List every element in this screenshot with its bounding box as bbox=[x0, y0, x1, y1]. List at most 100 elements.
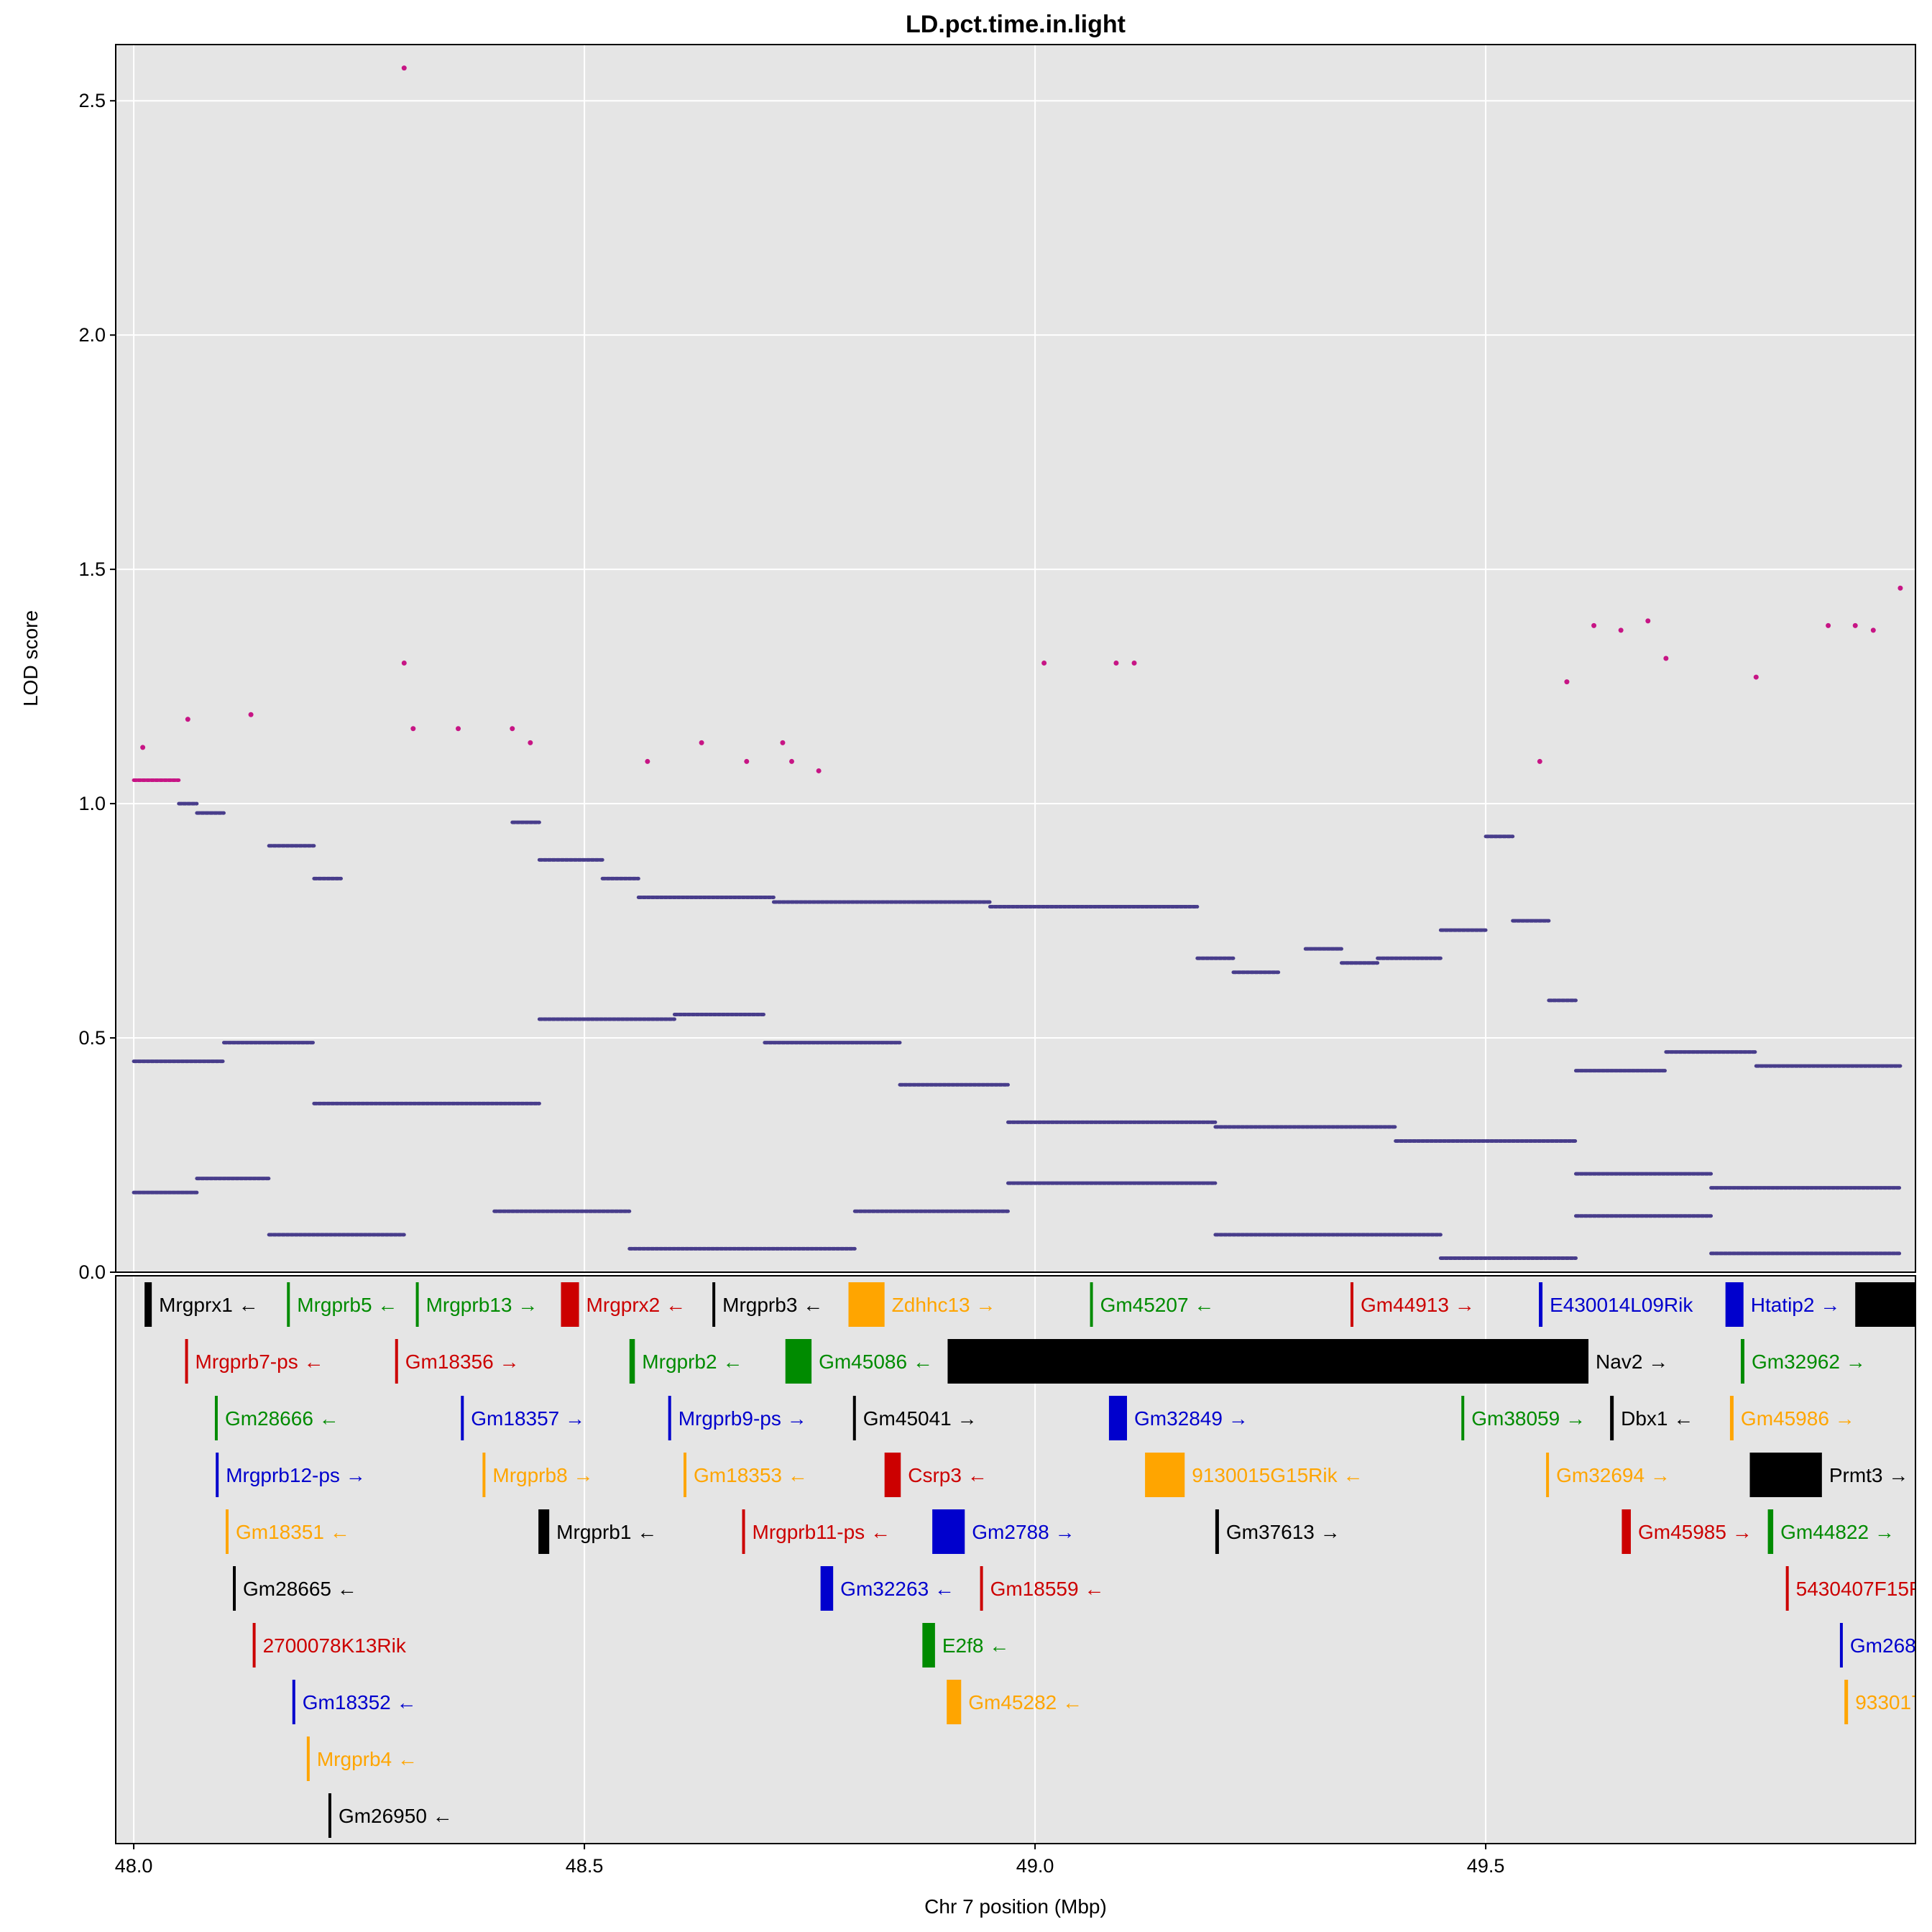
gene-bar bbox=[1539, 1282, 1543, 1327]
gene-label: Gm28665 ← bbox=[243, 1578, 357, 1600]
gene-label: Mrgprb9-ps → bbox=[678, 1407, 807, 1430]
gene-bar bbox=[884, 1453, 901, 1497]
gene-bar bbox=[1215, 1509, 1219, 1554]
gene-bar bbox=[252, 1623, 256, 1668]
lod-point bbox=[1591, 622, 1597, 628]
gene-bar bbox=[1839, 1623, 1843, 1668]
x-tick-label: 48.0 bbox=[115, 1855, 153, 1877]
gene-label: Gm45986 → bbox=[1741, 1407, 1855, 1430]
lod-point bbox=[401, 661, 407, 666]
gene-bar bbox=[1844, 1680, 1849, 1724]
gene-bar bbox=[538, 1509, 550, 1554]
gene-bar bbox=[1767, 1509, 1774, 1554]
lod-point bbox=[1041, 661, 1047, 666]
gene-label: Gm45985 → bbox=[1638, 1521, 1752, 1543]
gene-label: Zdhhc13 → bbox=[892, 1294, 996, 1316]
gene-bar bbox=[629, 1339, 635, 1384]
gene-label: Gm26850 bbox=[1850, 1634, 1932, 1657]
lod-point bbox=[744, 758, 750, 764]
gene-label: Mrgprb1 ← bbox=[556, 1521, 657, 1543]
gene-label: Mrgprb4 ← bbox=[317, 1748, 418, 1770]
gene-label: Gm32849 → bbox=[1134, 1407, 1248, 1430]
gene-label: Mrgprb2 ← bbox=[642, 1351, 742, 1373]
lod-panel bbox=[115, 44, 1921, 1273]
gene-label: Mrgprb5 ← bbox=[297, 1294, 397, 1316]
lod-point bbox=[510, 726, 515, 732]
gene-label: Mrgprx2 ← bbox=[586, 1294, 686, 1316]
gene-label: Gm32962 → bbox=[1752, 1351, 1866, 1373]
lod-point bbox=[185, 717, 190, 722]
gene-bar bbox=[1610, 1396, 1614, 1440]
gene-bar bbox=[668, 1396, 671, 1440]
gene-bar bbox=[287, 1282, 290, 1327]
gene-bar bbox=[328, 1793, 331, 1838]
gene-bar bbox=[306, 1736, 310, 1781]
gene-label: Gm26950 ← bbox=[339, 1805, 453, 1827]
x-axis-ticks: 48.0 48.5 49.0 49.5 bbox=[115, 1844, 1505, 1877]
gene-label: Gm18353 ← bbox=[694, 1464, 808, 1486]
gene-label: Gm28666 ← bbox=[225, 1407, 339, 1430]
gene-label: Gm32694 → bbox=[1556, 1464, 1670, 1486]
gene-label: Gm18357 → bbox=[471, 1407, 585, 1430]
gene-bar bbox=[785, 1339, 812, 1384]
gene-label: Mrgprb11-ps ← bbox=[753, 1521, 891, 1543]
gene-label: Mrgprb12-ps → bbox=[226, 1464, 366, 1486]
y-tick-label: 2.0 bbox=[78, 324, 106, 346]
gene-label: Gm45282 ← bbox=[968, 1691, 1082, 1714]
gene-bar bbox=[1729, 1396, 1734, 1440]
gene-bar bbox=[216, 1453, 219, 1497]
lod-point bbox=[645, 758, 650, 764]
y-tick-label: 1.5 bbox=[78, 558, 106, 580]
lod-point bbox=[1826, 622, 1831, 628]
gene-track: Mrgprx1 ← Mrgprb5 ← Mrgprb13 → Mrgprx2 ← Mrg… bbox=[144, 1282, 1932, 1838]
lod-point bbox=[528, 740, 533, 745]
gene-bar bbox=[561, 1282, 579, 1327]
gene-bar bbox=[1546, 1453, 1550, 1497]
gene-label: Gm37613 → bbox=[1226, 1521, 1340, 1543]
gene-label: Gm45041 → bbox=[863, 1407, 978, 1430]
gene-bar bbox=[1090, 1282, 1093, 1327]
chart-title: LD.pct.time.in.light bbox=[906, 11, 1126, 38]
gene-label: Gm32263 ← bbox=[840, 1578, 954, 1600]
gene-label: Nav2 → bbox=[1596, 1351, 1668, 1373]
gene-label: Gm18351 ← bbox=[236, 1521, 350, 1543]
y-tick-label: 1.0 bbox=[78, 793, 106, 814]
lod-point-bands bbox=[132, 778, 1903, 1260]
gene-bar bbox=[1749, 1453, 1822, 1497]
gene-bar bbox=[712, 1282, 716, 1327]
lod-point bbox=[699, 740, 704, 745]
lod-panel-background bbox=[116, 45, 1915, 1272]
y-tick-label: 2.5 bbox=[78, 90, 106, 111]
lod-point bbox=[1564, 679, 1570, 685]
lod-point bbox=[816, 768, 822, 773]
gene-bar bbox=[1350, 1282, 1353, 1327]
gene-label: Mrgprx1 ← bbox=[159, 1294, 258, 1316]
lod-point bbox=[401, 65, 407, 71]
x-tick-label: 48.5 bbox=[566, 1855, 604, 1877]
gene-label: Mrgprb13 → bbox=[426, 1294, 538, 1316]
gene-bar bbox=[848, 1282, 885, 1327]
gene-label: Htatip2 → bbox=[1751, 1294, 1841, 1316]
gene-label: Mrgprb8 → bbox=[492, 1464, 593, 1486]
x-tick-label: 49.5 bbox=[1467, 1855, 1505, 1877]
gene-bar bbox=[1785, 1566, 1789, 1611]
gene-bar bbox=[932, 1509, 965, 1554]
gene-bar bbox=[415, 1282, 419, 1327]
gene-bar bbox=[395, 1339, 398, 1384]
x-tick-label: 49.0 bbox=[1016, 1855, 1054, 1877]
gene-label: Mrgprb7-ps ← bbox=[196, 1351, 324, 1373]
lod-point bbox=[248, 712, 254, 717]
gene-bar bbox=[482, 1453, 486, 1497]
gene-label: Gm44913 → bbox=[1361, 1294, 1475, 1316]
lod-panel-border bbox=[115, 44, 1916, 1273]
gene-bar bbox=[1725, 1282, 1744, 1327]
y-tick-label: 0.0 bbox=[78, 1261, 106, 1283]
lod-point bbox=[1645, 618, 1651, 624]
gene-bar bbox=[233, 1566, 236, 1611]
gene-bar bbox=[742, 1509, 745, 1554]
lod-point bbox=[1916, 581, 1921, 586]
gene-label: Csrp3 ← bbox=[908, 1464, 987, 1486]
lod-point bbox=[410, 726, 416, 732]
lod-point bbox=[1753, 674, 1759, 680]
